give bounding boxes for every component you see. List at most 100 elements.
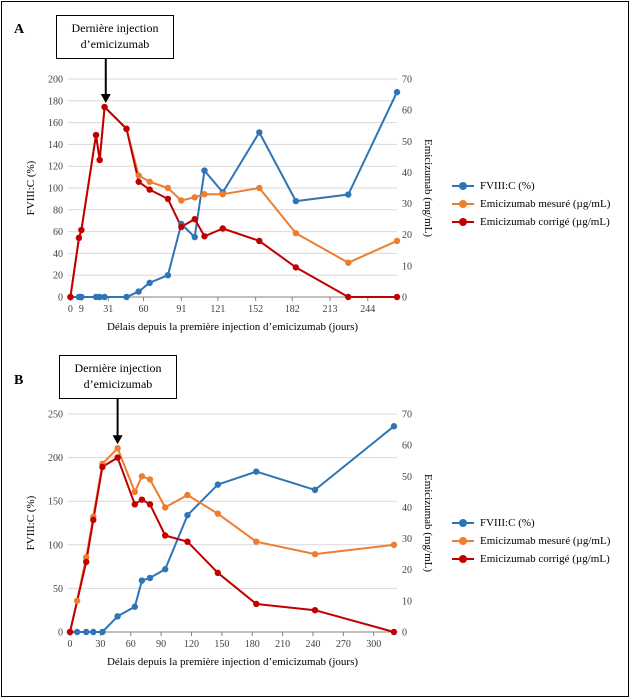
panel-b-x-tick-label: 30 <box>95 639 105 650</box>
legend-item-emi-mesure-b: Emicizumab mesuré (µg/mL) <box>452 532 610 550</box>
panel-b-point-emi-mesure <box>253 538 260 545</box>
panel-a-x-tick-label: 182 <box>285 304 300 315</box>
panel-a-point-fviii <box>201 167 208 174</box>
legend-item-emi-mesure-a: Emicizumab mesuré (µg/mL) <box>452 195 610 213</box>
panel-b-x-tick-label: 270 <box>336 639 351 650</box>
panel-b-x-tick-label: 150 <box>214 639 229 650</box>
panel-letter-b: B <box>14 373 24 388</box>
panel-b-y-tick-label: 100 <box>48 540 63 551</box>
panel-a-annotation-arrow-head <box>100 94 111 104</box>
panel-b-x-tick-label: 90 <box>156 639 166 650</box>
panel-b-point-emi-mesure <box>131 488 139 496</box>
panel-b-annotation-arrow-head <box>112 435 123 445</box>
panel-b-y2-tick-label: 40 <box>402 503 412 514</box>
panel-a-point-fviii <box>123 293 130 301</box>
panel-b-point-fviii <box>83 628 90 636</box>
panel-b-series-line-emi-mesure <box>69 447 395 633</box>
panel-b-point-fviii <box>73 628 81 636</box>
panel-a-y-tick-label: 0 <box>58 293 63 304</box>
panel-a-point-fviii <box>393 88 401 96</box>
panel-a-point-emi-mesure <box>256 184 263 192</box>
panel-a-x-axis-title: Délais depuis la première injection d’em… <box>107 321 358 333</box>
panel-b-point-emi-mesure <box>138 473 146 480</box>
panel-b-point-emi-corrige <box>66 628 74 636</box>
panel-a-y2-tick-label: 20 <box>402 230 412 241</box>
panel-a-point-fviii <box>146 279 153 287</box>
legend-item-fviii-b: FVIII:C (%) <box>452 514 610 532</box>
panel-a-x-tick-label: 0 <box>68 304 73 315</box>
legend-label: Emicizumab mesuré (µg/mL) <box>480 535 611 547</box>
panel-a-point-emi-mesure <box>178 197 185 204</box>
panel-a-point-emi-corrige <box>191 215 198 223</box>
panel-b-point-emi-mesure <box>73 597 81 605</box>
panel-a-point-emi-corrige <box>123 125 130 133</box>
panel-b-y2-tick-label: 0 <box>402 628 407 639</box>
legend-label: Emicizumab corrigé (µg/mL) <box>480 553 610 565</box>
panel-b-point-fviii <box>99 628 106 636</box>
panel-b-point-emi-mesure <box>311 550 319 558</box>
panel-a-y2-axis-title: Emicizumab (mg/mL) <box>422 139 434 237</box>
legend-label: FVIII:C (%) <box>480 180 535 192</box>
panel-a-point-emi-corrige <box>78 226 85 234</box>
legend-label: FVIII:C (%) <box>480 517 535 529</box>
panel-b-y-tick-label: 200 <box>48 453 63 464</box>
legend-item-emi-corrige-b: Emicizumab corrigé (µg/mL) <box>452 550 610 568</box>
panel-b-point-emi-mesure <box>146 476 154 483</box>
panel-b-x-tick-label: 180 <box>245 639 260 650</box>
panel-b-y-axis-title: FVIII:C (%) <box>25 495 37 550</box>
panel-b-point-emi-corrige <box>311 607 319 614</box>
annotation-text-b: Dernière injection d’emicizumab <box>74 361 162 391</box>
panel-a-y-axis-title: FVIII:C (%) <box>25 160 37 215</box>
panel-b-point-emi-corrige <box>138 496 146 503</box>
panel-a-x-tick-label: 31 <box>103 304 113 315</box>
panel-b-y2-tick-label: 10 <box>402 596 412 607</box>
panel-b-y-tick-label: 50 <box>53 584 63 595</box>
panel-b-y2-axis-title: Emicizumab (mg/mL) <box>422 474 434 572</box>
legend-item-emi-corrige-a: Emicizumab corrigé (µg/mL) <box>452 213 610 231</box>
annotation-text-a: Dernière injection d’emicizumab <box>71 21 159 51</box>
panel-b-point-emi-corrige <box>146 501 154 508</box>
panel-b-point-fviii <box>311 486 319 494</box>
panel-a-point-emi-corrige <box>67 293 74 301</box>
panel-a-y2-tick-label: 40 <box>402 168 412 179</box>
annotation-box-b: Dernière injection d’emicizumab <box>59 355 177 399</box>
panel-a-y2-tick-label: 0 <box>402 293 407 304</box>
legend-label: Emicizumab mesuré (µg/mL) <box>480 198 611 210</box>
panel-b-point-fviii <box>138 577 146 584</box>
panel-b-y-tick-label: 0 <box>58 628 63 639</box>
panel-b-y-tick-label: 150 <box>48 497 63 508</box>
panel-a-point-emi-corrige <box>292 264 300 271</box>
panel-a-point-emi-mesure <box>164 184 172 192</box>
panel-b-x-tick-label: 120 <box>184 639 199 650</box>
panel-a-point-emi-mesure <box>135 172 142 179</box>
panel-b-x-tick-label: 210 <box>275 639 290 650</box>
panel-b-point-emi-corrige <box>114 454 121 461</box>
panel-b-point-emi-mesure <box>390 541 398 548</box>
panel-b-point-emi-mesure <box>83 554 90 561</box>
panel-b-point-fviii <box>90 628 97 636</box>
panel-a-point-emi-corrige <box>101 103 108 111</box>
panel-a-x-tick-label: 9 <box>79 304 84 315</box>
panel-a-point-emi-mesure <box>393 237 401 245</box>
panel-b-point-emi-corrige <box>184 538 191 545</box>
panel-a-point-emi-mesure <box>146 178 153 185</box>
panel-a-point-emi-mesure <box>201 191 208 198</box>
panel-b-point-emi-corrige <box>83 558 90 566</box>
panel-a-point-fviii <box>164 272 172 279</box>
panel-b-point-emi-corrige <box>214 569 222 577</box>
panel-a-series-line-emi-corrige <box>69 106 397 298</box>
panel-a-y2-tick-label: 50 <box>402 137 412 148</box>
panel-b-y-tick-label: 250 <box>48 410 63 421</box>
panel-a-y-tick-label: 40 <box>53 249 63 260</box>
panel-a-point-fviii <box>135 288 142 295</box>
panel-a-point-emi-corrige <box>146 186 153 193</box>
panel-b-point-fviii <box>184 511 191 519</box>
panel-a-point-emi-mesure <box>292 229 300 237</box>
panel-b-point-fviii <box>114 613 121 620</box>
panel-b-point-fviii <box>161 566 169 573</box>
panel-b-point-emi-mesure <box>161 504 169 511</box>
panel-b-point-fviii <box>253 468 260 475</box>
legend-label: Emicizumab corrigé (µg/mL) <box>480 216 610 228</box>
